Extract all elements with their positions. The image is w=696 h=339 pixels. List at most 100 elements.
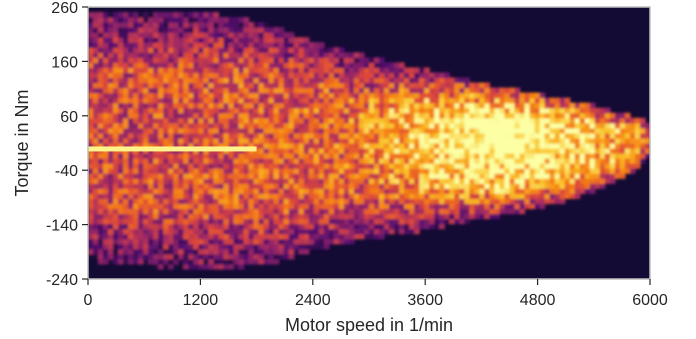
density-cell: [554, 153, 561, 159]
density-cell: [98, 158, 104, 164]
density-cell: [524, 143, 531, 149]
density-cell: [178, 253, 184, 260]
density-cell: [303, 72, 310, 79]
density-cell: [153, 183, 159, 189]
density-cell: [278, 153, 285, 159]
density-cell: [424, 127, 430, 134]
density-cell: [188, 223, 194, 230]
density-cell: [589, 153, 596, 159]
density-cell: [338, 173, 345, 179]
density-cell: [454, 158, 460, 164]
density-cell: [293, 57, 300, 64]
density-cell: [273, 57, 280, 64]
density-cell: [333, 168, 340, 174]
density-cell: [379, 92, 385, 99]
density-cell: [193, 213, 199, 220]
density-cell: [298, 42, 305, 48]
density-cell: [118, 193, 124, 200]
density-cell: [384, 193, 390, 200]
density-cell: [143, 127, 149, 134]
density-cell: [579, 173, 586, 179]
density-cell: [419, 67, 425, 74]
density-cell: [263, 67, 270, 74]
density-cell: [464, 173, 470, 179]
density-cell: [419, 122, 425, 129]
density-cell: [323, 238, 330, 245]
density-cell: [424, 193, 430, 200]
density-cell: [238, 27, 245, 33]
density-cell: [524, 183, 531, 189]
density-cell: [419, 102, 425, 109]
density-cell: [193, 143, 199, 149]
density-cell: [233, 62, 240, 69]
density-cell: [389, 183, 395, 189]
density-cell: [153, 168, 159, 174]
density-cell: [203, 77, 210, 84]
density-cell: [469, 148, 475, 154]
density-cell: [278, 208, 285, 215]
density-cell: [188, 243, 194, 250]
density-cell: [444, 158, 450, 164]
density-cell: [323, 163, 330, 169]
density-cell: [88, 42, 94, 48]
density-cell: [554, 122, 561, 129]
density-cell: [369, 77, 375, 84]
density-cell: [629, 143, 636, 149]
density-cell: [108, 223, 114, 230]
density-cell: [168, 168, 174, 174]
density-cell: [599, 122, 606, 129]
density-cell: [303, 137, 310, 144]
density-cell: [358, 127, 365, 134]
density-cell: [148, 127, 154, 134]
density-cell: [213, 198, 220, 205]
density-cell: [303, 132, 310, 139]
density-cell: [163, 37, 169, 43]
density-cell: [323, 233, 330, 240]
density-cell: [419, 127, 425, 134]
density-cell: [564, 127, 571, 134]
density-cell: [313, 158, 320, 164]
density-cell: [328, 208, 335, 215]
density-cell: [579, 112, 586, 119]
density-cell: [424, 148, 430, 154]
density-cell: [298, 57, 305, 64]
density-cell: [389, 178, 395, 184]
density-cell: [449, 82, 455, 89]
density-cell: [128, 218, 134, 225]
density-cell: [218, 153, 225, 159]
density-cell: [213, 72, 220, 79]
density-cell: [404, 137, 410, 144]
density-cell: [353, 92, 360, 99]
density-cell: [258, 213, 265, 220]
density-cell: [434, 102, 440, 109]
density-cell: [424, 132, 430, 139]
density-cell: [218, 193, 225, 200]
density-cell: [363, 92, 370, 99]
density-cell: [273, 143, 280, 149]
density-cell: [494, 168, 501, 174]
density-cell: [138, 112, 144, 119]
density-cell: [318, 168, 325, 174]
density-cell: [449, 208, 455, 215]
density-cell: [594, 107, 601, 114]
density-cell: [273, 188, 280, 194]
density-cell: [379, 107, 385, 114]
density-cell: [283, 117, 290, 124]
density-cell: [333, 92, 340, 99]
density-cell: [148, 218, 154, 225]
density-cell: [303, 47, 310, 53]
density-cell: [158, 173, 164, 179]
density-cell: [108, 203, 114, 210]
density-cell: [474, 198, 480, 205]
density-cell: [218, 112, 225, 119]
density-cell: [644, 148, 650, 154]
density-cell: [624, 143, 631, 149]
density-cell: [604, 117, 611, 124]
density-cell: [273, 107, 280, 114]
density-cell: [464, 163, 470, 169]
density-cell: [619, 132, 626, 139]
density-cell: [323, 92, 330, 99]
density-cell: [258, 173, 265, 179]
density-cell: [93, 253, 99, 260]
density-cell: [228, 72, 235, 79]
